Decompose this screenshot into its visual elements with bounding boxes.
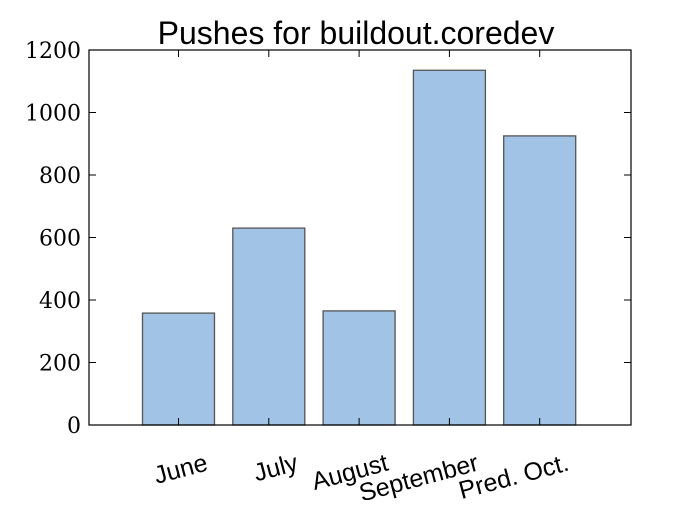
bar-july [232, 227, 306, 426]
y-tick-label: 600 [39, 227, 81, 252]
plot-frame [88, 49, 632, 426]
bar-june [141, 312, 216, 426]
bar-pred-oct [503, 135, 577, 426]
y-tick-label: 400 [39, 289, 81, 314]
y-tick-label: 1200 [25, 39, 81, 64]
bar-august [322, 310, 396, 426]
y-tick-label: 0 [67, 414, 81, 439]
y-tick-label: 800 [39, 164, 81, 189]
bars-layer [141, 69, 577, 426]
y-axis: 0 200 400 600 800 1000 1200 [25, 39, 631, 439]
x-tick-label: July [251, 449, 302, 488]
y-tick-label: 200 [39, 352, 81, 377]
y-tick-label: 1000 [25, 102, 81, 127]
chart-title: Pushes for buildout.coredev [158, 15, 555, 51]
bar-september [412, 69, 487, 426]
x-tick-label: June [151, 449, 211, 490]
